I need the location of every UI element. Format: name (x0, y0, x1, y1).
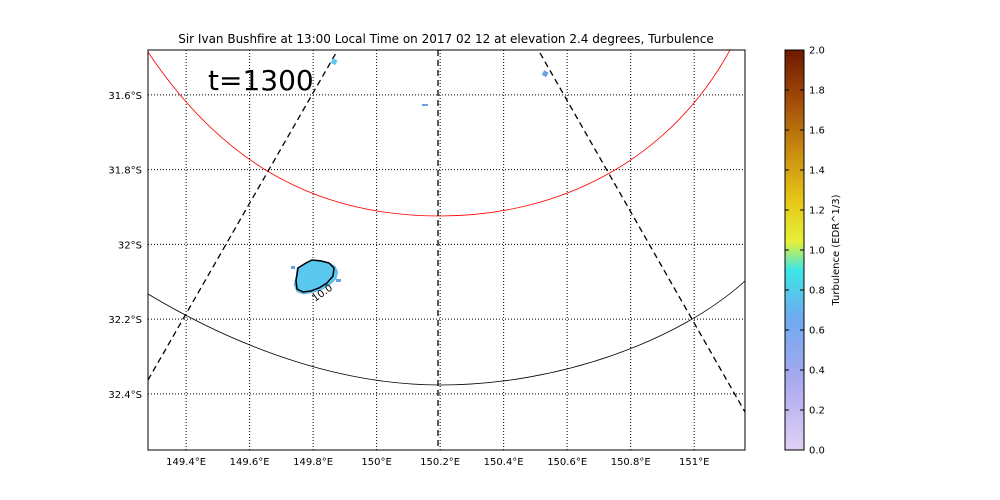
turbulence-speck (541, 70, 549, 78)
x-tick-label: 149.4°E (166, 457, 206, 468)
colorbar-label: Turbulence (EDR^1/3) (831, 194, 842, 306)
colorbar-ticks: 0.0 0.2 0.4 0.6 0.8 1.0 1.2 1.4 1.6 1.8 2.0 (785, 46, 825, 457)
y-tick-label: 32.2°S (108, 315, 142, 326)
grid (148, 50, 745, 450)
contour-line (295, 259, 335, 293)
y-tick-label: 32.4°S (108, 390, 142, 401)
y-tick-label: 32°S (118, 240, 142, 251)
x-tick-label: 149.8°E (293, 457, 333, 468)
x-tick-label: 151°E (679, 457, 709, 468)
time-label: t=1300 (208, 64, 314, 97)
colorbar-tick-label: 2.0 (809, 46, 825, 57)
x-axis: 149.4°E 149.6°E 149.8°E 150°E 150.2°E 150.4°E… (166, 457, 709, 468)
range-ring-red (148, 50, 731, 217)
colorbar-tick-label: 0.6 (809, 326, 825, 337)
plot-frame (147, 49, 746, 451)
radial-line-left (148, 52, 337, 381)
range-ring-black (148, 280, 745, 386)
colorbar-tick-label: 1.8 (809, 86, 825, 97)
radial-line-right (539, 52, 745, 413)
colorbar-tick-label: 1.2 (809, 206, 825, 217)
x-tick-label: 150°E (361, 457, 391, 468)
colorbar-tick-label: 0.4 (809, 366, 825, 377)
x-tick-label: 150.8°E (611, 457, 651, 468)
chart-title: Sir Ivan Bushfire at 13:00 Local Time on… (178, 32, 714, 46)
x-tick-label: 150.4°E (484, 457, 524, 468)
x-tick-label: 150.2°E (420, 457, 460, 468)
turbulence-speck (291, 266, 295, 269)
x-tick-label: 150.6°E (547, 457, 587, 468)
colorbar-tick-label: 1.0 (809, 246, 825, 257)
plot-background (148, 50, 745, 450)
colorbar-tick-label: 0.0 (809, 446, 825, 457)
colorbar-tick-label: 0.8 (809, 286, 825, 297)
turbulence-speck (336, 279, 341, 282)
turbulence-speck (330, 58, 338, 66)
y-axis: 31.6°S 31.8°S 32°S 32.2°S 32.4°S (108, 91, 142, 401)
x-tick-label: 149.6°E (230, 457, 270, 468)
y-tick-label: 31.8°S (108, 166, 142, 177)
colorbar: 0.0 0.2 0.4 0.6 0.8 1.0 1.2 1.4 1.6 1.8 2.0 Turbul… (784, 46, 842, 457)
colorbar-tick-label: 0.2 (809, 406, 825, 417)
turbulence-speck (422, 104, 428, 106)
plot-area: 10.0 t=1300 (147, 49, 746, 451)
colorbar-tick-label: 1.4 (809, 166, 825, 177)
y-tick-label: 31.6°S (108, 91, 142, 102)
colorbar-tick-label: 1.6 (809, 126, 825, 137)
